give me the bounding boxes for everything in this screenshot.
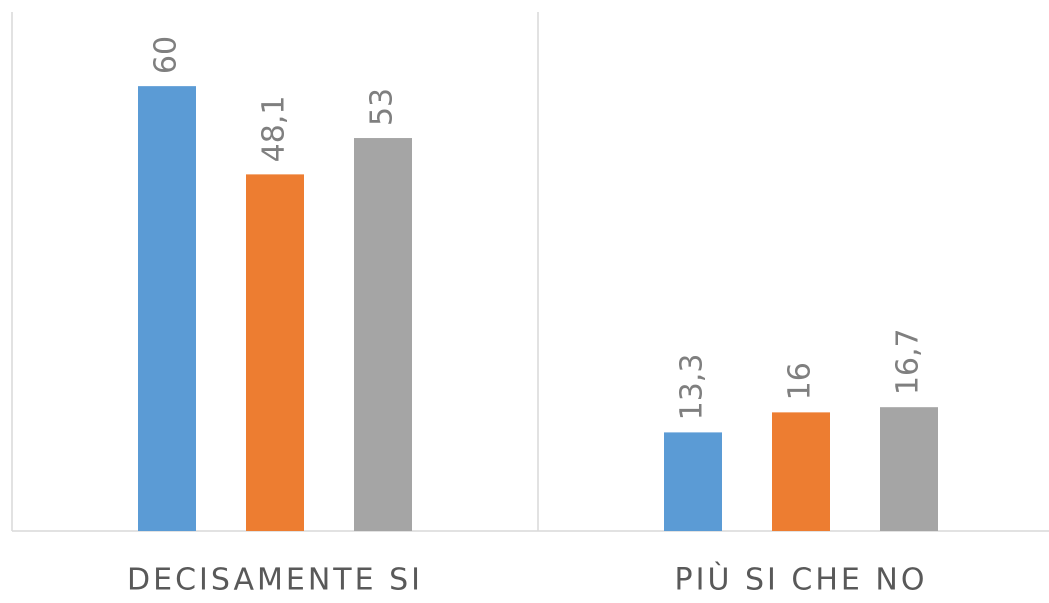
bar bbox=[772, 412, 830, 531]
bar bbox=[138, 86, 196, 532]
data-label: 60 bbox=[149, 36, 184, 74]
bar bbox=[354, 138, 412, 532]
data-label: 48,1 bbox=[257, 96, 292, 163]
x-tick-label: PIÙ SI CHE NO bbox=[675, 561, 928, 598]
data-label: 53 bbox=[365, 88, 400, 126]
x-tick-label: DECISAMENTE SI bbox=[127, 563, 423, 598]
data-label: 13,3 bbox=[675, 354, 710, 421]
data-label: 16 bbox=[783, 362, 818, 400]
bar bbox=[246, 174, 304, 531]
data-label: 16,7 bbox=[891, 328, 926, 395]
bar bbox=[880, 407, 938, 531]
bar bbox=[664, 432, 722, 531]
